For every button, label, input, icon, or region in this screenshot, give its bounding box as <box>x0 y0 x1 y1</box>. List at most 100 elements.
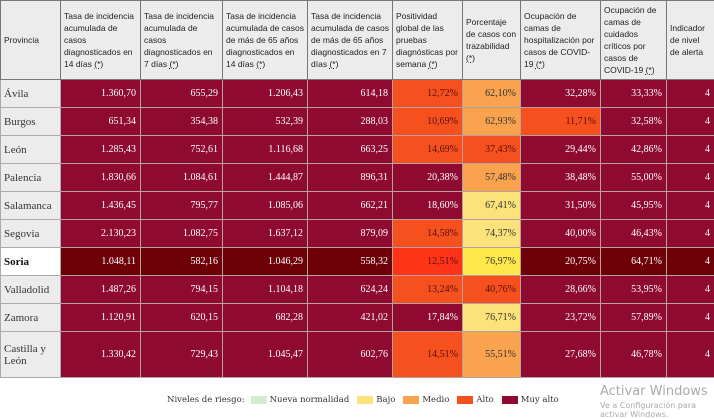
indicator-cell: 729,43 <box>140 331 223 378</box>
column-header: Ocupación de camas de cuidados críticos … <box>600 0 667 80</box>
column-header: Tasa de incidencia acumulada de casos de… <box>307 0 393 80</box>
legend-label: Alto <box>476 395 494 405</box>
legend-label: Muy alto <box>520 395 559 405</box>
table-row: Castilla y León 1.330,42 729,43 1.045,47 602… <box>0 331 714 378</box>
indicator-cell: 31,50% <box>520 191 601 220</box>
column-header-label: Tasa de incidencia acumulada de casos de… <box>226 11 304 69</box>
legend-item: Nueva normalidad <box>250 395 350 405</box>
legend-swatch <box>250 395 267 404</box>
indicator-cell: 40,00% <box>520 219 601 248</box>
column-header-label: Provincia <box>4 35 39 45</box>
indicator-cell: 23,72% <box>520 303 601 332</box>
indicator-cell: 74,37% <box>462 219 521 248</box>
indicator-cell: 620,15 <box>140 303 223 332</box>
column-header: Tasa de incidencia acumulada de casos di… <box>60 0 141 80</box>
indicator-cell: 1.084,61 <box>140 163 223 192</box>
risk-legend: Niveles de riesgo: Nueva normalidad Bajo M… <box>167 395 559 405</box>
indicator-cell: 4 <box>666 191 714 220</box>
windows-watermark-subtitle: Ve a Configuración para activar Windows. <box>600 401 696 419</box>
footnote-link[interactable]: (*) <box>466 53 475 63</box>
footnote-link[interactable]: (*) <box>535 59 545 69</box>
column-header: Provincia <box>0 0 61 80</box>
legend-swatch <box>457 395 474 404</box>
indicator-cell: 1.637,12 <box>222 219 308 248</box>
indicator-cell: 1.436,45 <box>60 191 141 220</box>
column-header-label: Indicador de nivel de alerta <box>670 23 705 57</box>
indicator-cell: 1.285,43 <box>60 135 141 164</box>
footnote-link[interactable]: (*) <box>94 59 104 69</box>
legend-label: Nueva normalidad <box>269 395 350 405</box>
column-header: Porcentaje de casos con trazabilidad (*) <box>462 0 521 80</box>
indicator-cell: 4 <box>666 247 714 276</box>
indicator-cell: 40,76% <box>462 275 521 304</box>
footnote-link[interactable]: (*) <box>169 59 179 69</box>
indicator-cell: 62,93% <box>462 107 521 136</box>
indicator-cell: 67,41% <box>462 191 521 220</box>
column-header: Tasa de incidencia acumulada de casos de… <box>222 0 308 80</box>
indicator-cell: 532,39 <box>222 107 308 136</box>
indicator-cell: 46,43% <box>600 219 667 248</box>
province-name: Segovia <box>0 219 61 248</box>
footnote-link[interactable]: (*) <box>428 59 438 69</box>
indicator-cell: 682,28 <box>222 303 308 332</box>
indicator-cell: 1.082,75 <box>140 219 223 248</box>
indicator-cell: 558,32 <box>307 247 393 276</box>
indicator-cell: 879,09 <box>307 219 393 248</box>
indicator-cell: 55,51% <box>462 331 521 378</box>
indicator-cell: 1.104,18 <box>222 275 308 304</box>
legend-item: Alto <box>457 395 494 405</box>
indicator-cell: 4 <box>666 275 714 304</box>
column-header-label: Ocupación de camas de cuidados críticos … <box>604 5 657 75</box>
table-row: Segovia 2.130,23 1.082,75 1.637,12 879,09 14,… <box>0 219 714 248</box>
indicator-cell: 4 <box>666 303 714 332</box>
indicator-cell: 33,33% <box>600 79 667 108</box>
footnote-link[interactable]: (*) <box>256 59 266 69</box>
indicator-cell: 4 <box>666 163 714 192</box>
table-row: Palencia 1.830,66 1.084,61 1.444,87 896,31 20… <box>0 163 714 192</box>
indicator-cell: 1.206,43 <box>222 79 308 108</box>
indicator-cell: 2.130,23 <box>60 219 141 248</box>
indicator-cell: 12,51% <box>392 247 463 276</box>
province-name: Castilla y León <box>0 331 61 378</box>
legend-swatch <box>403 395 420 404</box>
indicator-cell: 1.085,06 <box>222 191 308 220</box>
risk-indicators-table: Provincia Tasa de incidencia acumulada de… <box>0 0 714 378</box>
legend-item: Muy alto <box>501 395 559 405</box>
indicator-cell: 46,78% <box>600 331 667 378</box>
indicator-cell: 53,95% <box>600 275 667 304</box>
footnote-link[interactable]: (*) <box>329 59 339 69</box>
column-header: Indicador de nivel de alerta <box>666 0 714 80</box>
table-row: Soria 1.048,11 582,16 1.046,29 558,32 12,51% 7… <box>0 247 714 276</box>
province-name: León <box>0 135 61 164</box>
indicator-cell: 42,86% <box>600 135 667 164</box>
province-name: Soria <box>0 247 61 276</box>
indicator-cell: 602,76 <box>307 331 393 378</box>
table-row: León 1.285,43 752,61 1.116,68 663,25 14,69% 37… <box>0 135 714 164</box>
indicator-cell: 76,97% <box>462 247 521 276</box>
indicator-cell: 55,00% <box>600 163 667 192</box>
province-name: Burgos <box>0 107 61 136</box>
indicator-cell: 354,38 <box>140 107 223 136</box>
indicator-cell: 28,66% <box>520 275 601 304</box>
indicator-cell: 4 <box>666 219 714 248</box>
indicator-cell: 1.360,70 <box>60 79 141 108</box>
indicator-cell: 14,58% <box>392 219 463 248</box>
indicator-cell: 32,58% <box>600 107 667 136</box>
indicator-cell: 27,68% <box>520 331 601 378</box>
indicator-cell: 896,31 <box>307 163 393 192</box>
province-name: Ávila <box>0 79 61 108</box>
column-header-label: Porcentaje de casos con trazabilidad <box>466 17 517 51</box>
indicator-cell: 20,75% <box>520 247 601 276</box>
indicator-cell: 4 <box>666 331 714 378</box>
indicator-cell: 752,61 <box>140 135 223 164</box>
indicator-cell: 11,71% <box>520 107 601 136</box>
footnote-link[interactable]: (*) <box>645 65 655 75</box>
column-header: Positividad global de las pruebas diagnó… <box>392 0 463 80</box>
indicator-cell: 76,71% <box>462 303 521 332</box>
column-header: Ocupación de camas de hospitalización po… <box>520 0 601 80</box>
indicator-cell: 582,16 <box>140 247 223 276</box>
indicator-cell: 1.330,42 <box>60 331 141 378</box>
indicator-cell: 14,69% <box>392 135 463 164</box>
indicator-cell: 1.116,68 <box>222 135 308 164</box>
indicator-cell: 1.048,11 <box>60 247 141 276</box>
